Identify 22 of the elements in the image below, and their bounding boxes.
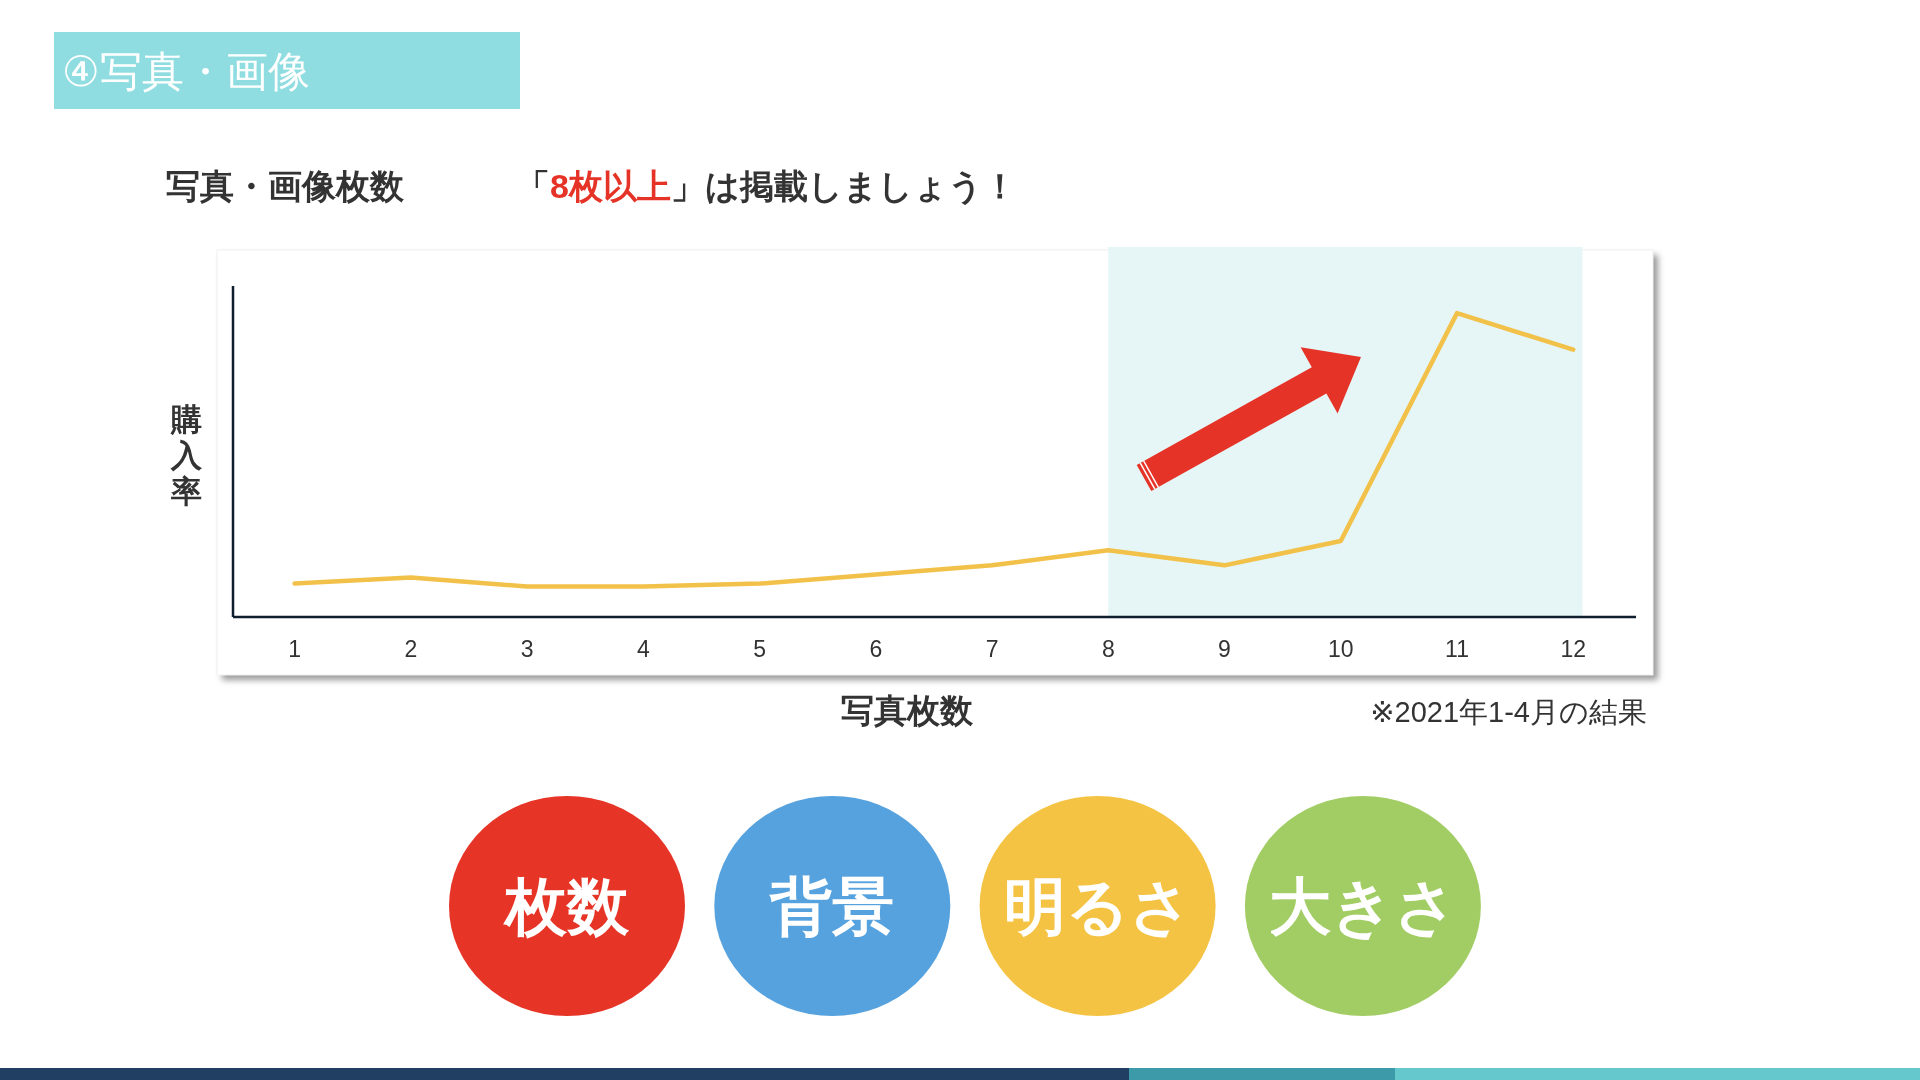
x-tick-label: 5 [753,636,766,662]
x-tick-label: 9 [1218,636,1231,662]
text: 明るさ [1003,872,1192,941]
chart-subtitle: 「8枚以上」は掲載しましょう！ [516,167,1017,206]
x-axis-title: 写真枚数 [841,692,974,729]
x-tick-label: 12 [1560,636,1587,662]
text: 枚数 [503,872,630,941]
text: 背景 [769,872,895,941]
x-tick-label: 1 [288,636,301,662]
x-tick-label: 4 [636,636,650,662]
text: ④写真・画像 [62,48,310,95]
text: 大きさ [1268,872,1457,941]
x-tick-label: 2 [404,636,418,662]
x-tick-label: 10 [1327,636,1354,662]
chart-title: 写真・画像枚数 [166,167,405,205]
x-tick-label: 6 [869,636,883,662]
y-axis-title: 購入率 [169,402,203,510]
x-tick-label: 3 [520,636,534,662]
x-tick-label: 7 [985,636,999,662]
x-tick-label: 8 [1101,636,1115,662]
x-tick-label: 11 [1445,636,1469,662]
text: ※2021年1-4月の結果 [1370,696,1647,728]
